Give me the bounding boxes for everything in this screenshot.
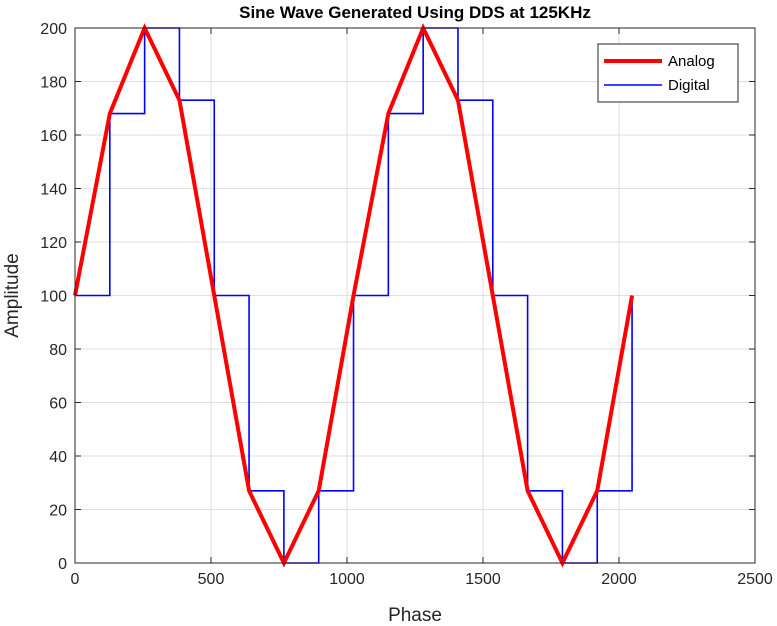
y-tick-label: 180 bbox=[40, 75, 67, 92]
legend-label-analog: Analog bbox=[668, 53, 715, 70]
y-axis-label: Amplitude bbox=[2, 253, 23, 338]
y-tick-label: 160 bbox=[40, 128, 67, 145]
legend-label-digital: Digital bbox=[668, 77, 710, 94]
y-tick-label: 80 bbox=[49, 342, 67, 359]
y-tick-label: 120 bbox=[40, 235, 67, 252]
x-tick-label: 2000 bbox=[601, 571, 637, 588]
y-tick-label: 140 bbox=[40, 182, 67, 199]
x-tick-label: 1500 bbox=[465, 571, 501, 588]
y-tick-label: 0 bbox=[58, 556, 67, 573]
y-tick-label: 20 bbox=[49, 503, 67, 520]
y-tick-label: 40 bbox=[49, 449, 67, 466]
y-tick-label: 60 bbox=[49, 396, 67, 413]
x-tick-label: 0 bbox=[71, 571, 80, 588]
y-tick-label: 200 bbox=[40, 21, 67, 38]
y-tick-label: 100 bbox=[40, 289, 67, 306]
x-tick-label: 1000 bbox=[329, 571, 365, 588]
legend-box bbox=[597, 43, 739, 103]
x-axis-label: Phase bbox=[388, 605, 442, 626]
x-tick-label: 500 bbox=[198, 571, 225, 588]
legend: Analog Digital bbox=[597, 43, 739, 103]
chart-title: Sine Wave Generated Using DDS at 125KHz bbox=[239, 3, 591, 22]
grid bbox=[74, 27, 756, 564]
ticks: 0 500 1000 1500 2000 2500 0 20 40 60 80 100 120 140 16… bbox=[40, 21, 773, 588]
x-tick-label: 2500 bbox=[737, 571, 773, 588]
